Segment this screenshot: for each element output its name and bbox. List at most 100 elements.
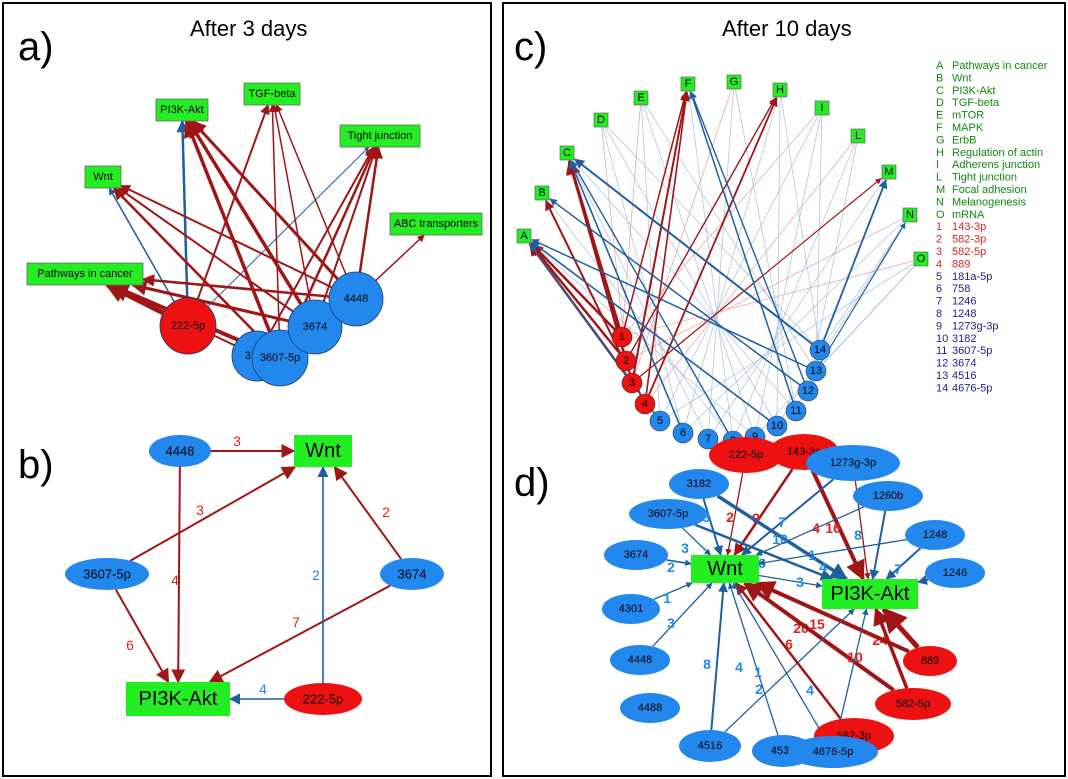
panel-a-edge [358,145,383,273]
legend-name: 889 [952,258,970,270]
panel-d-edge [885,547,922,580]
panel-d-edge-weight: 4 [806,682,814,698]
legend-key: 9 [936,320,942,332]
panel-c-pathway-label: I [820,102,823,114]
legend-name: Focal adhesion [952,184,1027,196]
panel-d-mirna-d1273 [806,445,900,481]
panel-c-mirna-10 [766,415,788,437]
legend-key: M [936,184,945,196]
panel-c-edge [707,171,890,440]
panel-d-edge-weight: 6 [785,636,793,652]
panel-d-mirna-label: 222-5p [729,449,763,461]
legend-name: PI3K-Akt [952,85,995,97]
panel-c-pathway-G [726,74,742,90]
panel-c-mirna-label: 10 [771,420,783,432]
panel-d-edge-weight: 7 [778,514,786,530]
legend-key: C [936,85,944,97]
panel-a-pathway-pi3k [155,98,209,122]
panel-d-edge [681,527,711,556]
panel-d-edge [810,468,865,581]
panel-d-edge [734,582,842,720]
panel-c-mirna-label: 9 [752,431,758,443]
panel-c-pathway-label: A [520,230,528,242]
legend-key: 5 [936,271,942,283]
panel-d-mirna-label: 4516 [698,740,722,752]
panel-a-edge [131,280,290,323]
panel-c-mirna-11 [785,400,807,422]
panel-b-edge [129,466,297,562]
panel-d-mirna-label: 582-5p [896,698,930,710]
panel-a-mirna-label: 3674 [303,321,327,333]
panel-c-edge [566,152,709,440]
panel-c-mirna-label: 1 [619,331,625,343]
panel-c-pathway-I [814,100,830,116]
legend-key: E [936,110,943,122]
panel-c-mirna-label: 5 [657,415,663,427]
panel-c-pathway-label: D [597,114,605,126]
panel-a-pathway-label: Pathways in cancer [37,268,133,280]
panel-a-edge [176,119,189,299]
panel-c-edge-strong [621,91,688,338]
panel-c-letter: c) [514,25,547,69]
panel-c-edge-strong [571,160,734,442]
panel-c-pathway-D [593,112,609,128]
panel-c-edge [707,81,735,440]
panel-c-edge-strong [574,158,821,351]
panel-c-edge-strong [529,243,627,362]
panel-c-mirna-4 [634,393,656,415]
legend-name: ErbB [952,134,976,146]
legend-name: Regulation of actin [952,147,1043,159]
panel-c-edge-strong [529,243,661,422]
panel-b-edge [333,465,402,560]
panel-a-pathway-abc [389,212,483,236]
panel-d-edge [754,581,910,654]
panel-d-edge-weight: 15 [809,616,825,632]
panel-a-pathway-cancer [26,262,144,286]
panel-d-mirna-d4488 [620,693,680,723]
panel-b-node-pi3k [126,682,230,716]
panel-b-node-label: 3607-5p [83,567,131,582]
panel-c-edge [754,107,823,438]
legend-key: L [936,172,942,184]
panel-c-edge [631,81,735,384]
legend-name: Pathways in cancer [952,60,1048,72]
panel-c-edge-strong [531,241,778,427]
panel-b-node-wnt [294,435,352,467]
panel-c-edge [815,258,922,372]
panel-c-pathway-M [881,164,897,180]
panel-c-mirna-14 [809,339,831,361]
panel-c-edge-strong [815,222,906,372]
panel-d-mirna-d3607 [629,499,707,529]
legend-key: 1 [936,221,942,233]
panel-c-mirna-label: 13 [810,365,822,377]
legend-name: Melanogenesis [952,196,1026,208]
panel-a-pathway-label: TGF-beta [248,88,296,100]
panel-c-pathway-label: F [685,78,692,90]
panel-d-nodes: 222-5p 143-3p1273g-3p31821260b3607-5p1248… [602,434,985,768]
legend-key: O [936,209,945,221]
panel-c-legend: A Pathways in cancer B Wnt C PI3K-Akt D TGF-bet… [936,60,1048,394]
panel-c-edge [815,107,823,372]
panel-b-letter: b) [18,443,54,487]
legend-key: D [936,97,944,109]
panel-c-edge [566,152,797,412]
panel-c-edge [600,119,684,434]
legend-name: 3674 [952,358,976,370]
panel-a-edge [183,119,272,333]
panel-a-pathway-label: PI3K-Akt [160,104,203,116]
panel-d-mirna-label: 3607-5p [648,508,688,520]
panel-d-edge [741,478,834,556]
legend-name: 758 [952,283,970,295]
panel-d-edge [652,582,713,647]
panel-b-edge-weight: 2 [382,504,390,520]
panel-c-edges [523,81,922,442]
panel-a-mirna-label: 3607-5p [260,352,300,364]
panel-c-edge-strong [819,179,888,351]
panel-a-edge [187,119,303,305]
panel-c-edge-strong [530,243,623,338]
legend-key: 8 [936,308,942,320]
panel-c-pathway-label: H [776,84,784,96]
legend-key: F [936,122,943,134]
